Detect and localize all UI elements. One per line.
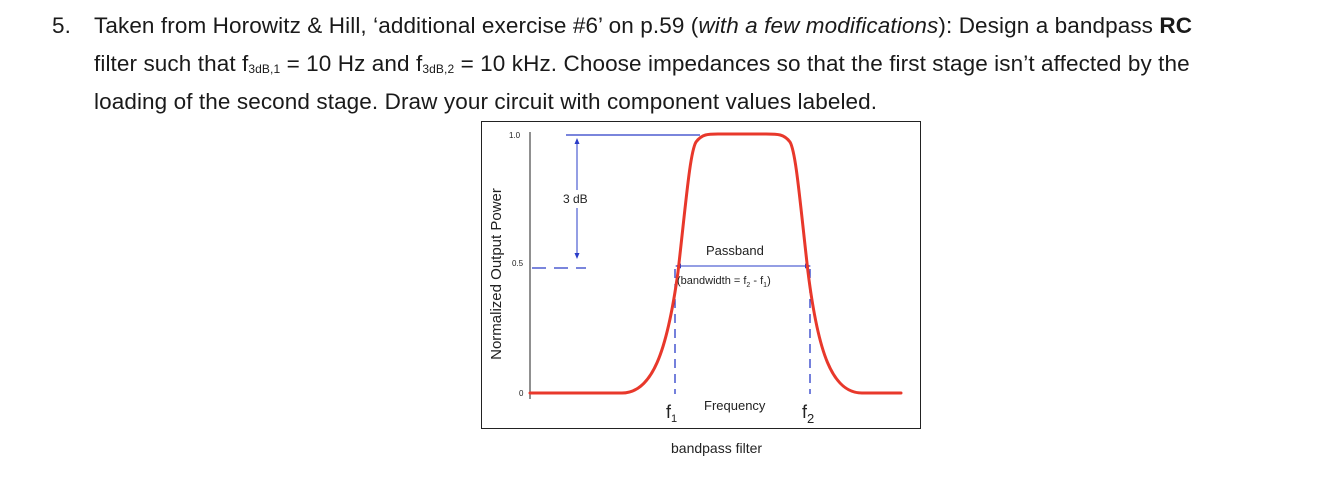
passband-label: Passband — [706, 243, 764, 258]
problem-text: Taken from Horowitz & Hill, ‘additional … — [94, 13, 699, 38]
problem-text: = 10 kHz. Choose impedances so that the … — [454, 51, 1190, 76]
response-curve — [528, 132, 903, 395]
bandwidth-label: (bandwidth = f2 - f1) — [677, 275, 771, 289]
problem-text: ): Design a bandpass — [938, 13, 1160, 38]
y-tick-1-0: 1.0 — [509, 131, 521, 140]
3db-label-bg — [562, 190, 594, 206]
f2-label: f2 — [802, 402, 814, 426]
problem-number: 5. — [52, 13, 71, 38]
problem-bold-text: RC — [1159, 13, 1193, 38]
arrow-head-up-icon — [574, 138, 580, 144]
arrow-head-down-icon — [574, 253, 580, 259]
y-tick-0: 0 — [519, 389, 524, 398]
f1-label: f1 — [666, 402, 677, 425]
problem-italic-text: with a few modifications — [698, 13, 939, 38]
problem-text: filter such that f — [94, 51, 249, 76]
x-axis-label: Frequency — [704, 398, 766, 413]
3db-label: 3 dB — [563, 192, 588, 206]
problem-line-3: loading of the second stage. Draw your c… — [94, 89, 878, 114]
problem-line-2: filter such that f3dB,1 = 10 Hz and f3dB… — [94, 44, 1190, 83]
subscript: 3dB,2 — [422, 62, 455, 76]
bandpass-diagram: Normalized Output Power 1.0 0.5 0 3 dB P… — [488, 131, 903, 426]
y-tick-0-5: 0.5 — [512, 259, 524, 268]
figure-caption: bandpass filter — [671, 440, 763, 456]
problem-line-1: Taken from Horowitz & Hill, ‘additional … — [94, 6, 1192, 45]
problem-text: = 10 Hz and f — [280, 51, 423, 76]
bandpass-figure: Normalized Output Power 1.0 0.5 0 3 dB P… — [481, 121, 921, 429]
subscript: 3dB,1 — [248, 62, 281, 76]
y-axis-label: Normalized Output Power — [488, 188, 505, 360]
